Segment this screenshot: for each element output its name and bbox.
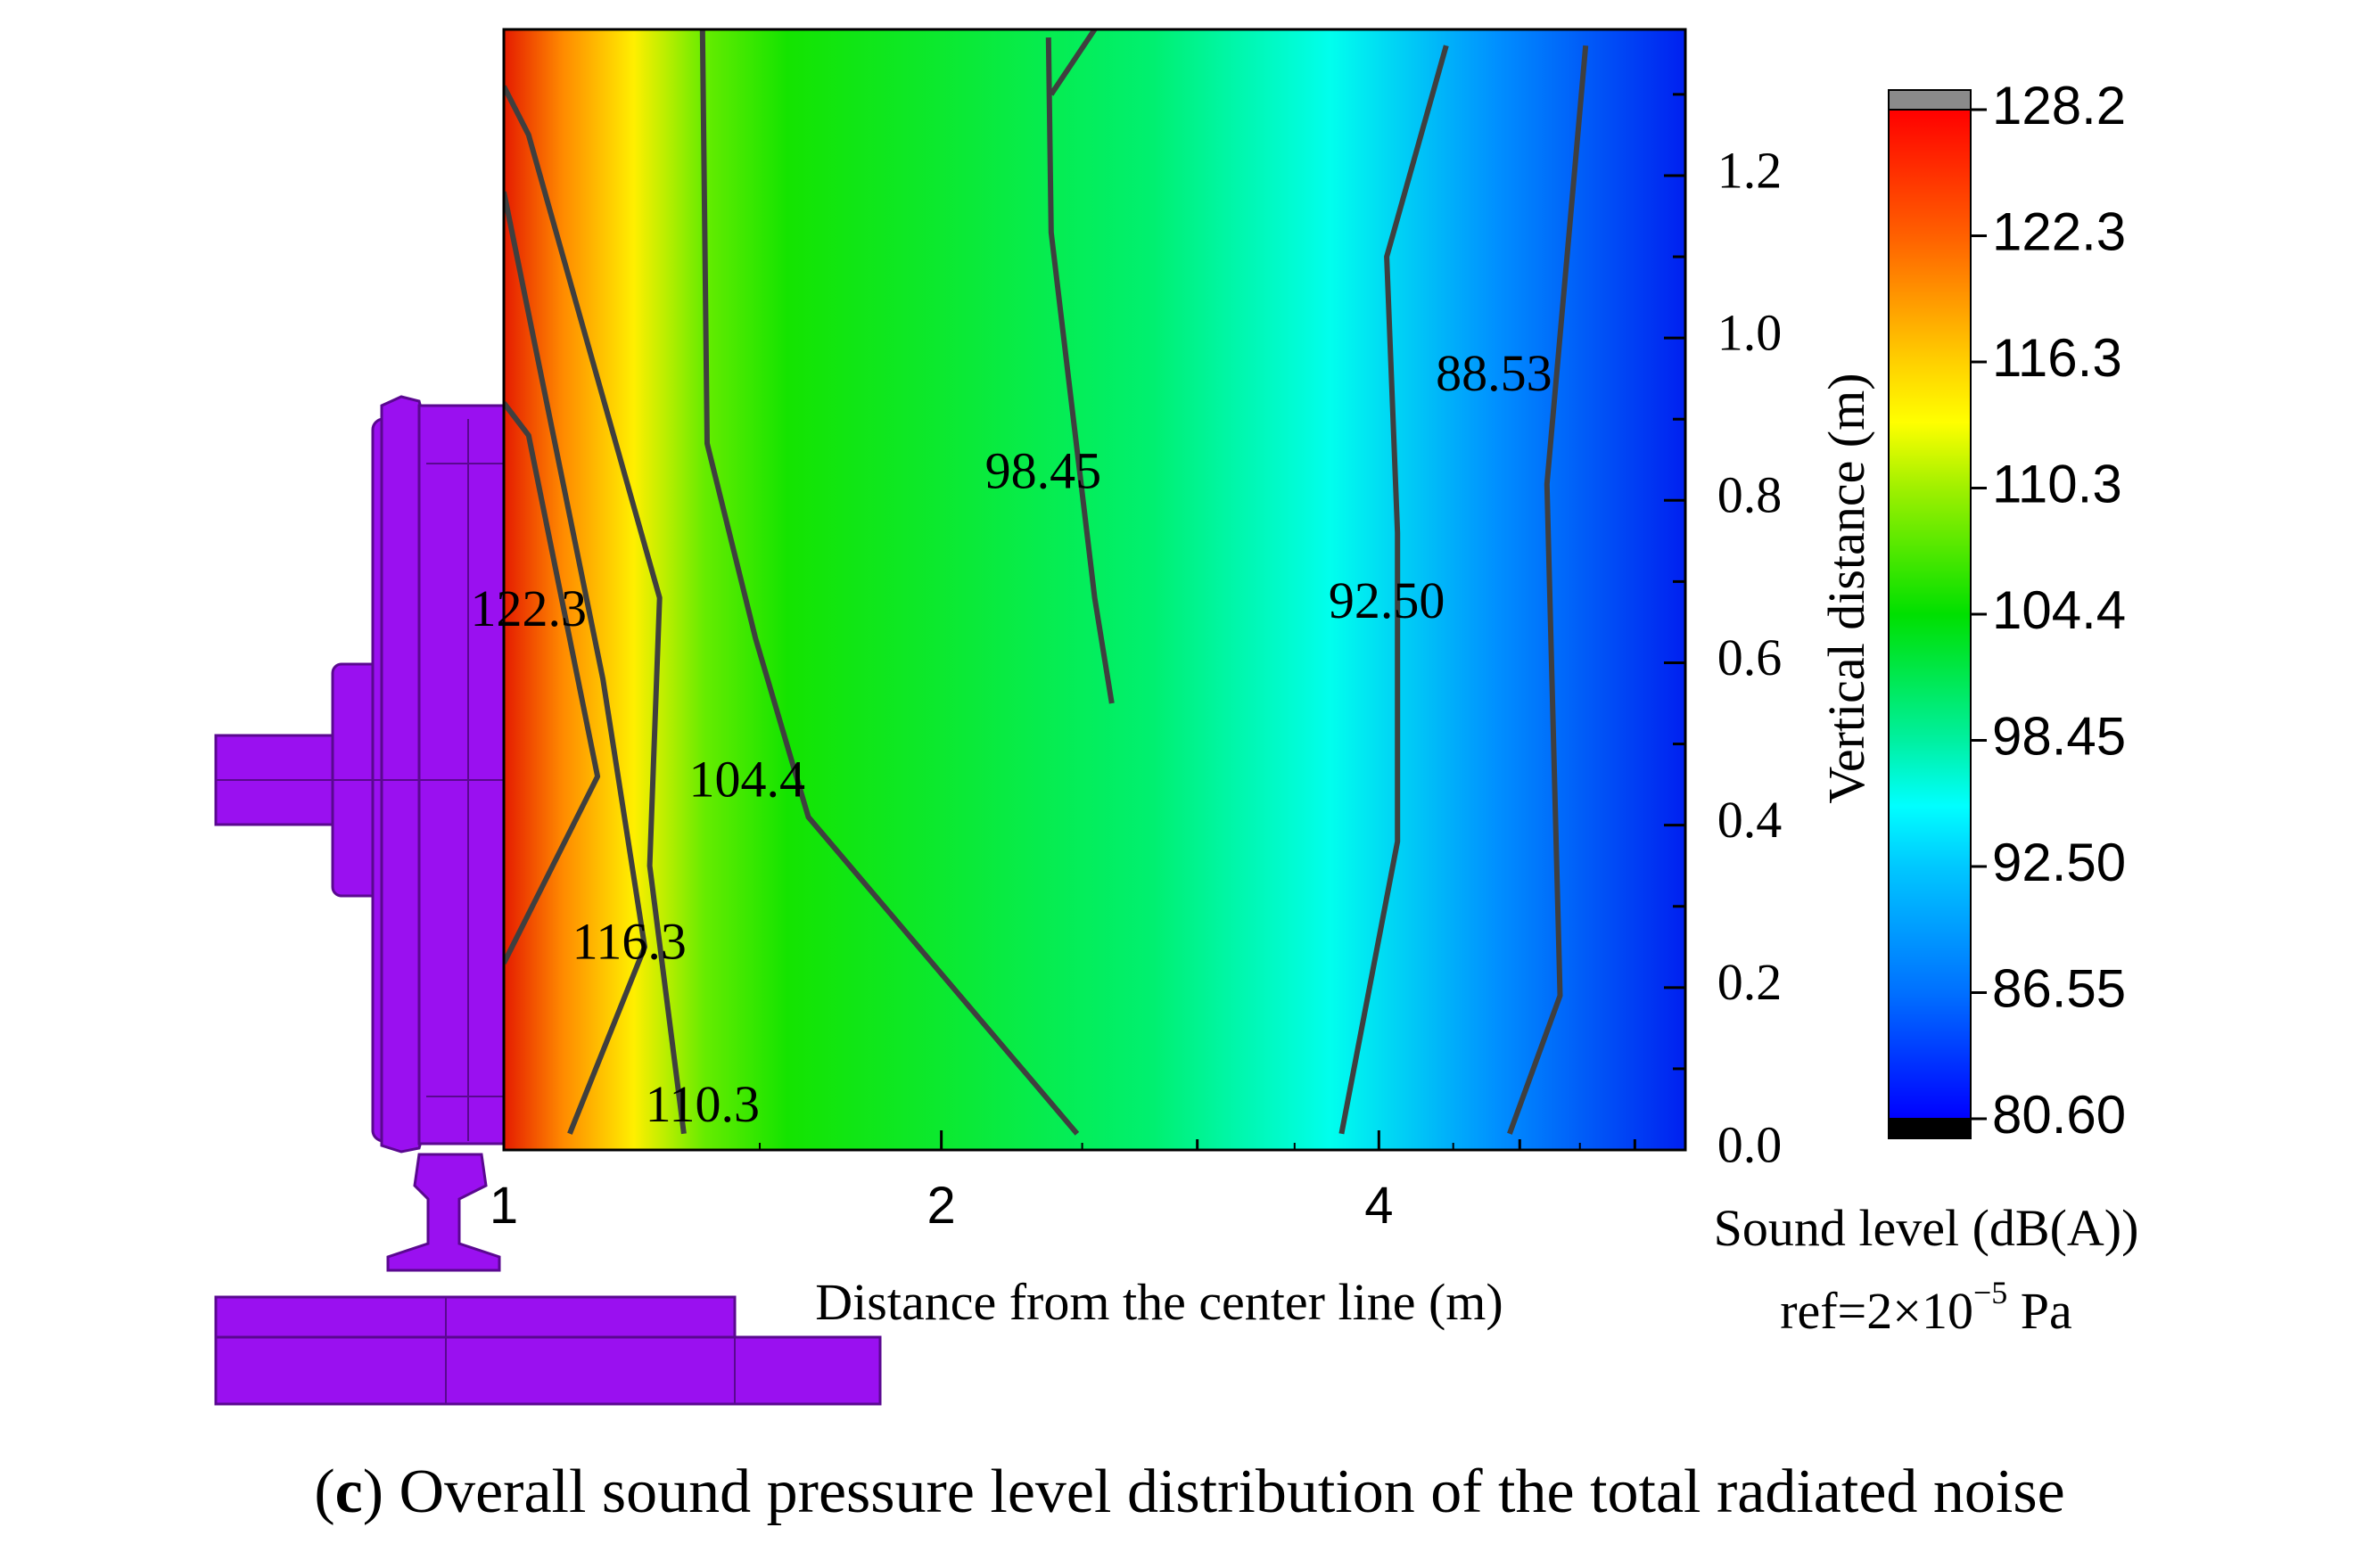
contour-line-122-3 [504, 401, 601, 965]
colorbar-tick-label: 116.3 [1992, 328, 2122, 388]
x-tick-label: 2 [927, 1177, 956, 1235]
contour-label-104-4: 104.4 [688, 750, 805, 808]
plot-frame [502, 28, 1687, 1152]
y-tick-label: 0.0 [1717, 1115, 1783, 1173]
y-axis-label: Vertical distance (m) [1817, 373, 1875, 803]
colorbar-tick-label: 80.60 [1992, 1085, 2126, 1145]
colorbar-tick-label: 110.3 [1992, 454, 2122, 513]
caption-letter: c [335, 1458, 363, 1526]
contour-label-98-45: 98.45 [985, 441, 1102, 499]
contour-line-116-3 [504, 191, 647, 1135]
contour-line-88-53 [1507, 45, 1589, 1135]
colorbar: 128.2 122.3 116.3 110.3 104.4 98.45 92.50 86.55… [1714, 76, 2139, 1340]
y-tick-label: 0.4 [1717, 791, 1783, 849]
colorbar-tick-label: 104.4 [1992, 580, 2126, 640]
contour-line-92-50 [1338, 45, 1449, 1135]
contour-line-110-3 [504, 85, 687, 1135]
sleeper-bottom [214, 1335, 882, 1406]
colorbar-gradient [1888, 109, 1972, 1120]
sleeper-top [214, 1295, 737, 1343]
contour-label-122-3: 122.3 [471, 579, 588, 637]
colorbar-tick-label: 92.50 [1992, 833, 2126, 892]
colorbar-tick-label: 98.45 [1992, 706, 2126, 766]
y-tick-label: 0.2 [1717, 953, 1783, 1011]
contour-line-98-45 [1045, 37, 1115, 704]
y-tick-label: 0.8 [1717, 466, 1783, 524]
colorbar-tick-label: 128.2 [1992, 76, 2126, 135]
y-tick-label: 1.0 [1717, 303, 1783, 361]
y-tick-label: 1.2 [1717, 141, 1783, 199]
colorbar-over-swatch [1888, 89, 1972, 111]
x-axis-label: Distance from the center line (m) [815, 1273, 1503, 1331]
colorbar-tick-label: 86.55 [1992, 958, 2126, 1018]
colorbar-reference: ref=2×10−5 Pa [1780, 1275, 2072, 1340]
contour-label-110-3: 110.3 [646, 1075, 760, 1133]
contour-line-98-45 [1049, 29, 1098, 96]
figure-caption: (c) Overall sound pressure level distrib… [314, 1458, 2064, 1526]
colorbar-title: Sound level (dB(A)) [1714, 1199, 2139, 1257]
colorbar-tick-label: 122.3 [1992, 201, 2126, 261]
wheelset-model-image [214, 395, 882, 1406]
wheel-tread [417, 404, 506, 1146]
contour-label-116-3: 116.3 [572, 913, 687, 971]
caption-text: Overall sound pressure level distributio… [399, 1458, 2065, 1526]
contour-line-104-4 [699, 29, 1080, 1136]
colorbar-under-swatch [1888, 1118, 1972, 1139]
y-tick-label: 0.6 [1717, 628, 1783, 686]
x-tick-label: 1 [490, 1177, 518, 1235]
contour-label-88-53: 88.53 [1436, 344, 1552, 402]
x-tick-label: 4 [1364, 1177, 1393, 1235]
contour-label-92-50: 92.50 [1329, 571, 1445, 629]
rail-section [386, 1153, 501, 1272]
